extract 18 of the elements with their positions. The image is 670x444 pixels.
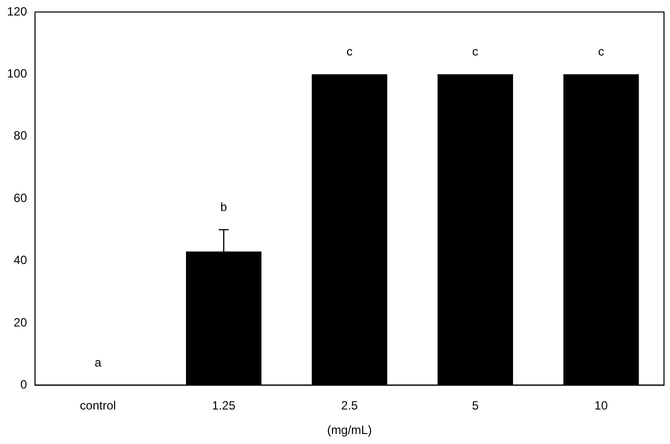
x-tick-label: 2.5 <box>341 398 358 413</box>
y-tick-label: 60 <box>14 190 28 205</box>
y-tick-label: 80 <box>14 128 28 143</box>
y-tick-label: 100 <box>6 66 28 81</box>
annotation: a <box>94 356 102 370</box>
y-tick-label: 0 <box>20 378 28 392</box>
x-tick-label: control <box>80 398 116 413</box>
x-tick-label: 10 <box>594 398 608 413</box>
annotation: c <box>472 44 478 59</box>
x-tick-label: 5 <box>472 398 479 413</box>
y-tick-label: 20 <box>14 315 28 330</box>
x-tick-label: 1.25 <box>212 398 236 413</box>
annotation: b <box>220 200 228 214</box>
x-axis-title: (mg/mL) <box>327 423 372 438</box>
annotation: c <box>346 44 353 59</box>
y-tick-label: 120 <box>6 4 28 18</box>
annotation: c <box>598 44 604 59</box>
y-tick-label: 40 <box>14 253 28 268</box>
